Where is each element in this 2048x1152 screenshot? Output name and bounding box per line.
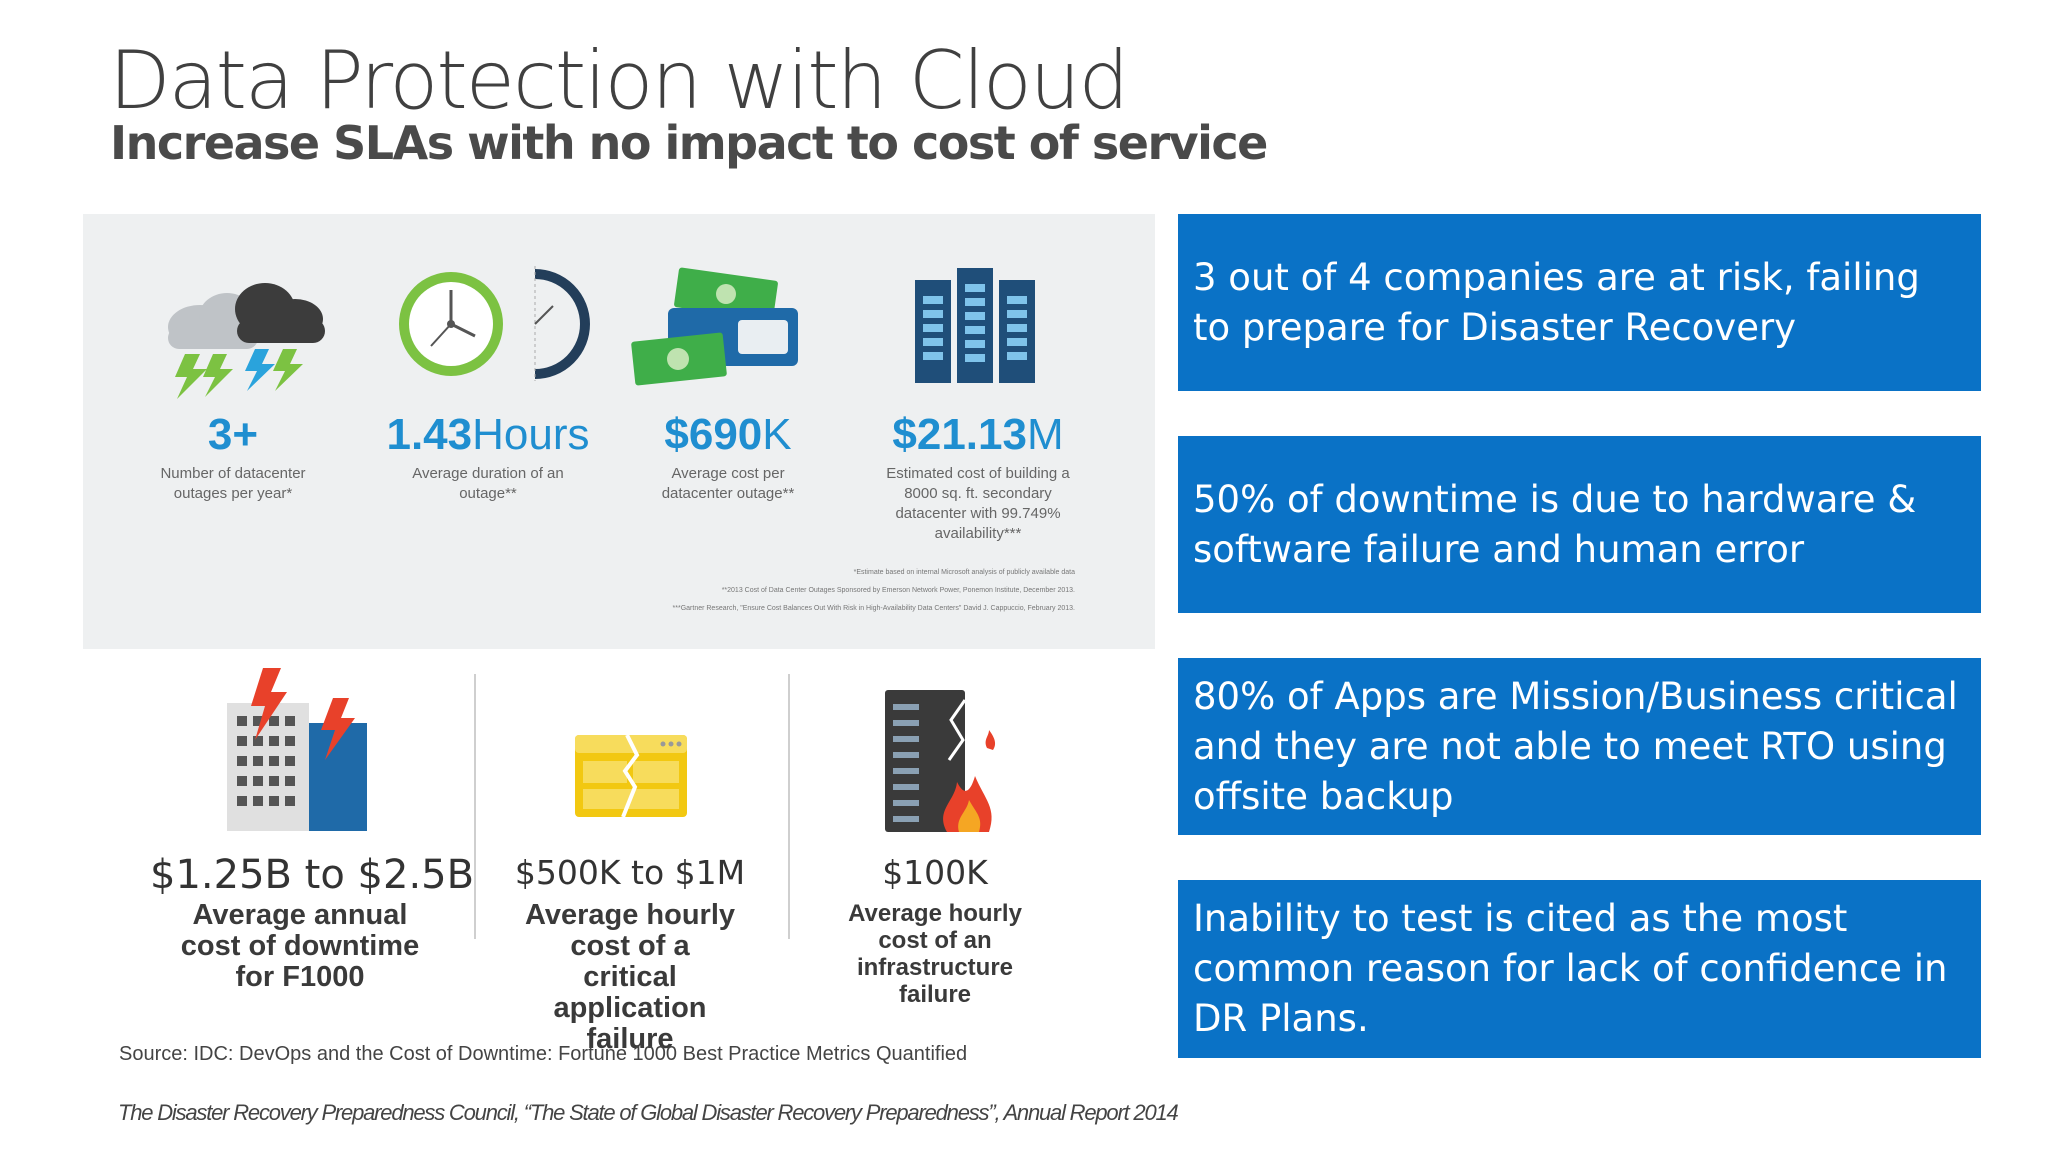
downtime-value: $500K to $1M bbox=[514, 853, 746, 892]
divider bbox=[474, 674, 476, 939]
footnote: ***Gartner Research, "Ensure Cost Balanc… bbox=[672, 605, 1075, 612]
storm-clouds-icon bbox=[168, 283, 325, 399]
downtime-label: Average hourly cost of an infrastructure… bbox=[848, 900, 1022, 1008]
stat-outages-per-year: 3+ Number of datacenter outages per year… bbox=[143, 214, 325, 544]
outage-infographic: 3+ Number of datacenter outages per year… bbox=[83, 214, 1155, 649]
stat-outage-duration: 1.43Hours Average duration of an outage*… bbox=[373, 214, 603, 544]
slide-subtitle: Increase SLAs with no impact to cost of … bbox=[110, 116, 1268, 170]
infographic-footnotes: *Estimate based on internal Microsoft an… bbox=[673, 564, 1075, 618]
downtime-infrastructure-cost: $100K Average hourly cost of an infrastr… bbox=[815, 660, 1055, 1020]
stat-value: $21.13M bbox=[892, 410, 1064, 459]
footnote: *Estimate based on internal Microsoft an… bbox=[853, 569, 1075, 576]
buildings-lightning-icon bbox=[227, 668, 367, 831]
report-citation: The Disaster Recovery Preparedness Counc… bbox=[118, 1100, 1179, 1125]
stat-label: Average duration of an outage** bbox=[412, 465, 564, 502]
fact-box: 80% of Apps are Mission/Business critica… bbox=[1178, 658, 1981, 835]
clock-icon bbox=[399, 266, 590, 381]
fact-box: 3 out of 4 companies are at risk, failin… bbox=[1178, 214, 1981, 391]
stat-label: Average cost per datacenter outage** bbox=[661, 465, 795, 502]
stat-value: 3+ bbox=[207, 410, 259, 459]
downtime-label: Average annual cost of downtime for F100… bbox=[180, 899, 420, 993]
divider bbox=[788, 674, 790, 939]
stat-label: Estimated cost of building a 8000 sq. ft… bbox=[886, 465, 1070, 542]
downtime-app-failure-cost: $500K to $1M Average hourly cost of a cr… bbox=[490, 660, 770, 1055]
stat-cost-per-outage: $690K Average cost per datacenter outage… bbox=[631, 214, 818, 544]
footnote: **2013 Cost of Data Center Outages Spons… bbox=[721, 587, 1075, 594]
stat-value: 1.43Hours bbox=[386, 410, 590, 459]
fact-box: 50% of downtime is due to hardware & sof… bbox=[1178, 436, 1981, 613]
fact-box: Inability to test is cited as the most c… bbox=[1178, 880, 1981, 1058]
datacenter-building-icon bbox=[915, 268, 1035, 383]
broken-application-icon bbox=[575, 735, 687, 817]
server-fire-icon bbox=[885, 690, 996, 832]
downtime-annual-cost: $1.25B to $2.5B Average annual cost of d… bbox=[150, 660, 475, 1000]
money-wallet-icon bbox=[631, 267, 798, 386]
downtime-value: $1.25B to $2.5B bbox=[150, 852, 475, 898]
stat-label: Number of datacenter outages per year* bbox=[160, 465, 306, 502]
downtime-value: $100K bbox=[882, 853, 988, 892]
stat-datacenter-cost: $21.13M Estimated cost of building a 800… bbox=[873, 214, 1083, 544]
downtime-label: Average hourly cost of a critical applic… bbox=[524, 899, 736, 1055]
source-citation: Source: IDC: DevOps and the Cost of Down… bbox=[119, 1043, 968, 1065]
slide-title: Data Protection with Cloud bbox=[109, 34, 1129, 127]
stat-value: $690K bbox=[664, 410, 792, 459]
